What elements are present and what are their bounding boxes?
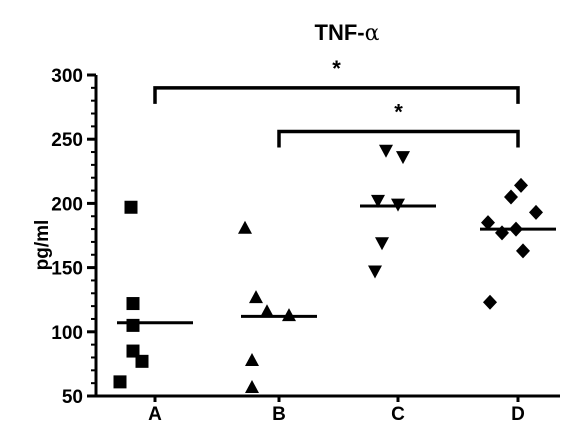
data-point-square [113,375,127,389]
data-point-square [126,318,140,332]
y-tick-label: 250 [51,130,83,151]
data-point-triangle-down [396,151,410,165]
significance-label: * [332,56,341,81]
x-tick-label: A [148,404,162,423]
data-point-square [124,200,138,214]
data-point-diamond [529,204,543,220]
data-point-triangle-up [282,308,296,322]
y-tick-label: 100 [51,323,83,344]
y-tick-label: 200 [51,194,83,215]
data-point-triangle-down [368,265,382,279]
data-point-diamond [514,177,528,193]
data-point-square [135,354,149,368]
data-point-diamond [483,294,497,310]
y-axis-label: pg/ml [32,220,53,271]
x-tick-label: D [511,404,525,423]
y-tick-label: 150 [51,259,83,280]
data-point-triangle-down [379,144,393,158]
data-point-diamond [481,215,495,231]
data-point-triangle-down [375,237,389,251]
significance-bracket [277,129,520,148]
data-point-triangle-up [238,220,252,234]
significance-bracket [153,86,520,104]
data-point-triangle-down [371,194,385,208]
data-point-triangle-up [245,353,259,367]
data-point-triangle-up [245,380,259,394]
data-point-triangle-up [249,290,263,304]
y-tick-label: 50 [62,387,83,408]
data-point-triangle-up [260,304,274,318]
data-point-square [126,344,140,358]
x-tick-label: C [391,404,405,423]
chart-title: TNF-α [315,20,380,46]
data-point-diamond [516,243,530,259]
significance-label: * [394,99,403,124]
y-tick-label: 300 [51,66,83,87]
data-point-diamond [504,189,518,205]
x-tick-label: B [272,404,286,423]
data-point-square [126,297,140,311]
